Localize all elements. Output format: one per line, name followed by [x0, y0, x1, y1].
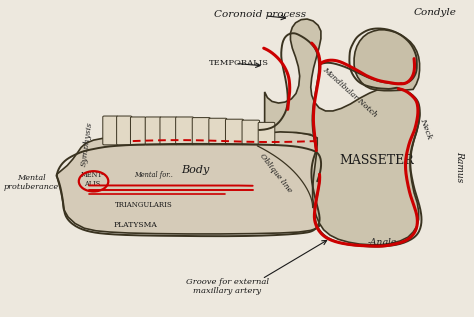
Text: Oblique line: Oblique line — [258, 152, 293, 194]
Text: Groove for external
maxillary artery: Groove for external maxillary artery — [186, 278, 269, 295]
FancyBboxPatch shape — [209, 118, 227, 145]
Polygon shape — [354, 30, 419, 91]
Text: MENT-
ALIS: MENT- ALIS — [81, 171, 104, 188]
Text: TRIANGULARIS: TRIANGULARIS — [115, 201, 173, 210]
FancyBboxPatch shape — [226, 119, 244, 145]
FancyBboxPatch shape — [192, 118, 210, 145]
Text: PLATYSMA: PLATYSMA — [113, 221, 157, 229]
FancyBboxPatch shape — [103, 116, 118, 145]
FancyBboxPatch shape — [117, 116, 132, 145]
Text: Mental for..: Mental for.. — [134, 171, 173, 179]
Text: MASSETER: MASSETER — [340, 153, 415, 167]
Polygon shape — [264, 19, 419, 245]
Text: Mandibular Notch: Mandibular Notch — [320, 65, 378, 119]
Text: BUCCINATOR: BUCCINATOR — [184, 133, 243, 141]
FancyBboxPatch shape — [242, 120, 260, 145]
Text: Neck: Neck — [418, 117, 433, 140]
Text: TEMPORALIS: TEMPORALIS — [209, 59, 269, 68]
Text: Coronoid process: Coronoid process — [213, 10, 306, 19]
Polygon shape — [57, 131, 323, 234]
Text: Symphysis: Symphysis — [80, 121, 94, 167]
FancyBboxPatch shape — [130, 117, 146, 145]
FancyBboxPatch shape — [145, 117, 161, 145]
Text: Body: Body — [181, 165, 209, 175]
FancyBboxPatch shape — [176, 117, 194, 145]
Text: Ramus: Ramus — [455, 151, 464, 182]
Text: -Angle: -Angle — [368, 238, 397, 247]
FancyBboxPatch shape — [258, 122, 275, 145]
Text: Condyle: Condyle — [413, 8, 456, 17]
Text: Mental
protuberance: Mental protuberance — [4, 174, 59, 191]
FancyBboxPatch shape — [160, 117, 177, 145]
